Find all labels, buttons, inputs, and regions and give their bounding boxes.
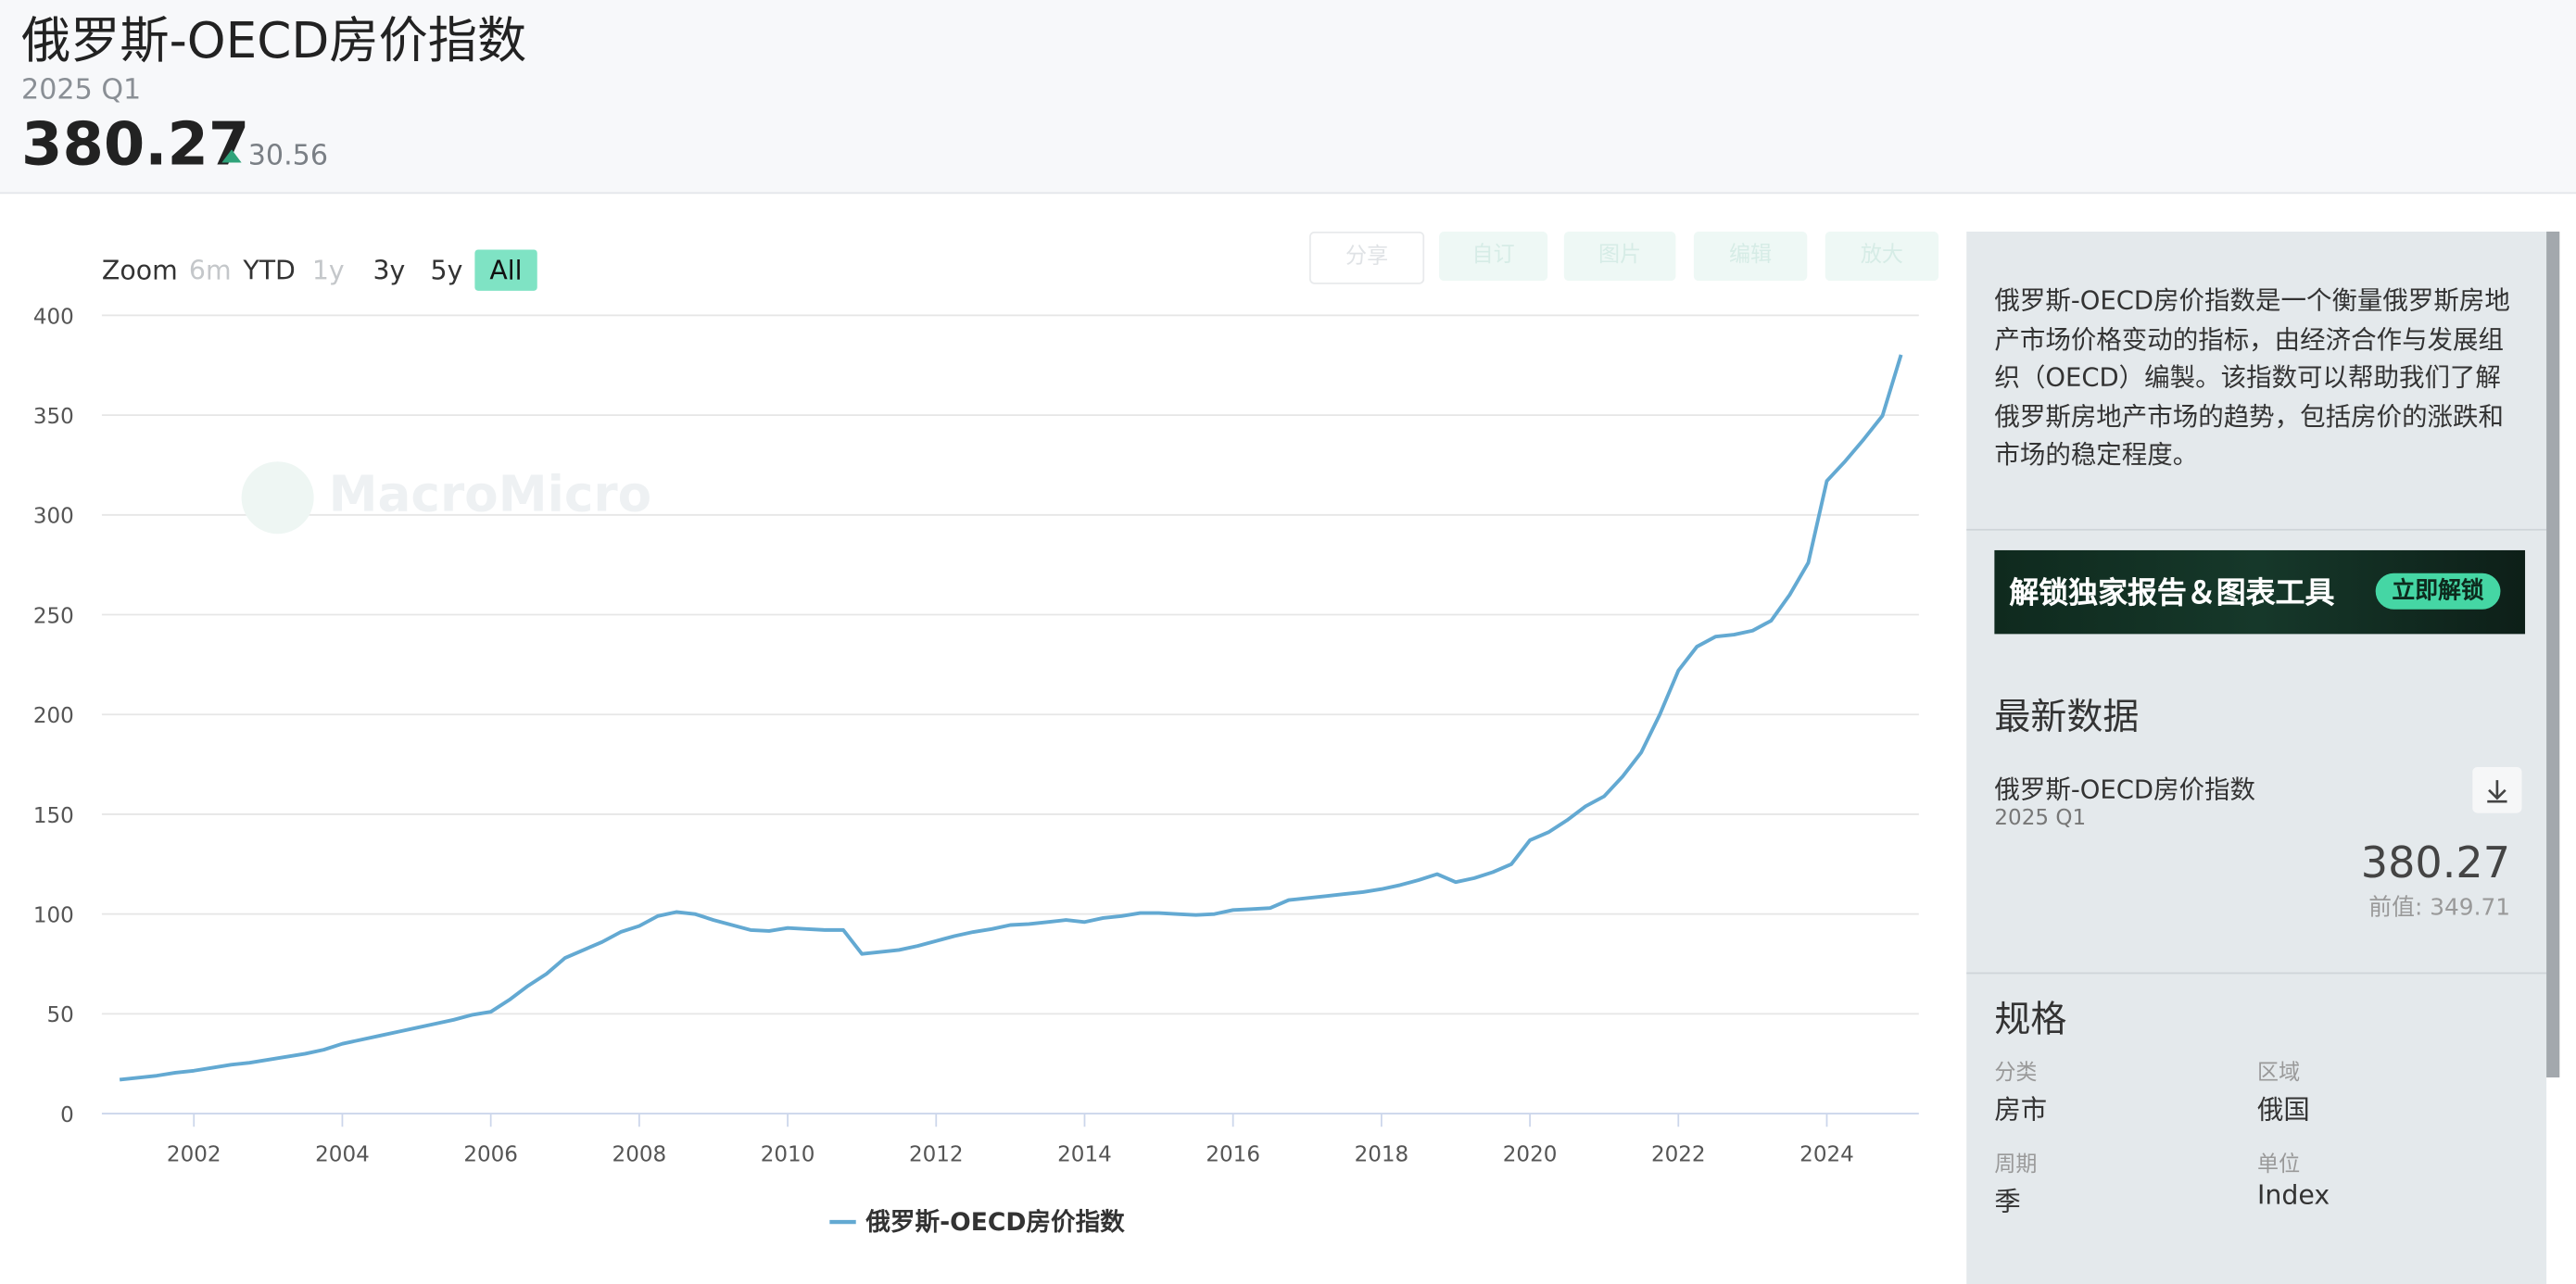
x-tick-label: 2020 [1503,1142,1558,1166]
x-tick-label: 2016 [1206,1142,1260,1166]
chart: 0 50 100 150 200 250 300 350 400 2002 2004 2006 2008… [33,305,1919,1237]
x-tick-label: 2018 [1355,1142,1409,1166]
zoom-label: Zoom [101,254,178,286]
zoom-button[interactable]: All [474,249,537,291]
divider [1966,528,2547,531]
spec-heading: 规格 [1994,1000,2067,1042]
banner[interactable]: 解锁独家报告＆图表工具 立即解锁 [1994,549,2526,635]
spec-label: 周期 [1994,1152,2038,1178]
x-tick-label: 2022 [1651,1142,1706,1166]
zoom-button[interactable]: YTD [243,254,296,286]
previous: 前值: 349.71 [2368,890,2510,923]
download-button[interactable] [2472,766,2522,813]
download-icon [2487,780,2507,803]
y-tick-label: 0 [60,1103,74,1127]
x-tick-label: 2006 [463,1142,518,1166]
x-tick-label: 2010 [761,1142,815,1166]
zoom-button[interactable]: 6m [188,254,232,286]
previous-label: 前值: [2368,895,2423,922]
x-tick-label: 2008 [612,1142,667,1166]
legend-label: 俄罗斯-OECD房价指数 [865,1208,1125,1237]
x-tick-label: 2002 [167,1142,221,1166]
tool-button[interactable]: 图片 [1563,231,1676,282]
tool-button[interactable]: 放大 [1825,231,1939,282]
zoom-button[interactable]: 3y [373,254,406,286]
header: 俄罗斯-OECD房价指数 2025 Q1 380.27 30.56 [0,0,2576,195]
up-arrow [221,149,242,163]
y-tick-label: 400 [33,305,74,329]
y-tick-label: 50 [46,1003,73,1027]
watermark-logo [241,461,314,535]
latest-value: 380.27 [21,111,250,180]
x-tick-label: 2014 [1057,1142,1112,1166]
banner-button[interactable]: 立即解锁 [2375,573,2501,610]
x-tick-label: 2012 [909,1142,964,1166]
spec-label: 分类 [1994,1061,2038,1086]
spec-label: 区域 [2257,1061,2301,1086]
scrollbar[interactable] [2546,231,2560,1078]
y-tick-label: 350 [33,405,74,429]
y-tick-label: 100 [33,904,74,928]
latest-name: 俄罗斯-OECD房价指数 [1994,774,2256,805]
tool-button[interactable]: 自订 [1439,231,1548,282]
latest-period: 2025 Q1 [1994,806,2087,832]
tool-button[interactable]: 编辑 [1693,231,1808,282]
divider [1966,972,2547,975]
zoom-button[interactable]: 5y [430,254,463,286]
x-tick-label: 2024 [1799,1142,1854,1166]
period: 2025 Q1 [21,73,142,107]
spec-value: 季 [1994,1186,2021,1217]
change: 30.56 [247,139,329,173]
data-line [119,354,1903,1082]
previous-value: 349.71 [2430,895,2511,922]
latest-data-value: 380.27 [2360,838,2511,889]
banner-text: 解锁独家报告＆图表工具 [2009,576,2335,611]
spec-label: 单位 [2257,1152,2301,1178]
y-tick-label: 200 [33,704,74,728]
description: 俄罗斯-OECD房价指数是一个衡量俄罗斯房地产市场价格变动的指标，由经济合作与发… [1994,285,2510,471]
spec-value: Index [2257,1178,2330,1211]
x-tick-label: 2004 [315,1142,370,1166]
y-tick-label: 250 [33,604,74,628]
sidebar: 俄罗斯-OECD房价指数是一个衡量俄罗斯房地产市场价格变动的指标，由经济合作与发… [1966,231,2547,1284]
y-tick-label: 300 [33,505,74,529]
y-tick-label: 150 [33,804,74,828]
spec-value: 房市 [1994,1093,2048,1126]
tool-button[interactable]: 分享 [1309,231,1425,284]
zoom-button[interactable]: 1y [311,254,345,286]
latest-heading: 最新数据 [1994,698,2140,739]
watermark: MacroMicro [328,466,652,524]
spec-value: 俄国 [2257,1093,2310,1126]
title: 俄罗斯-OECD房价指数 [21,13,527,71]
